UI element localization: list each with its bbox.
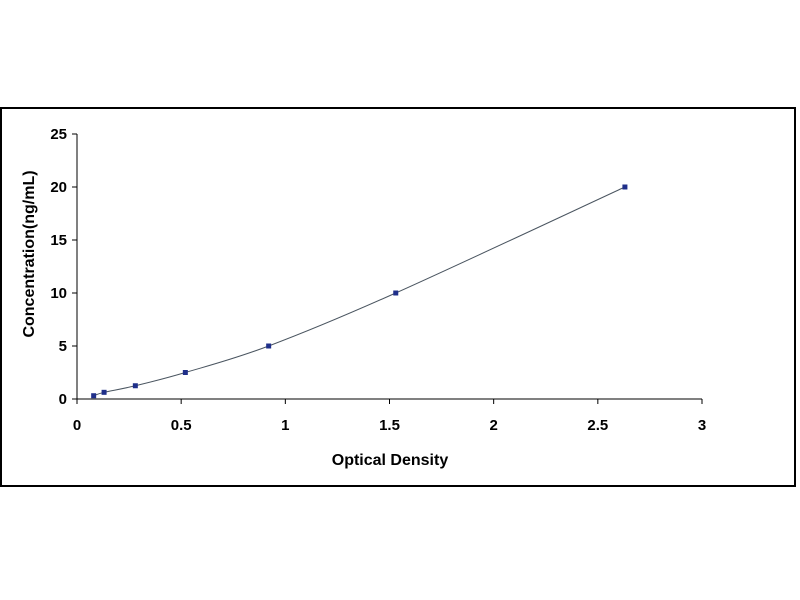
y-tick-label: 0 [59, 391, 67, 408]
data-point [393, 290, 399, 296]
x-tick-label: 3 [698, 417, 706, 434]
y-axis-title: Concentration(ng/mL) [21, 170, 38, 337]
fitted-curve [93, 186, 626, 397]
y-tick-label: 15 [50, 232, 67, 249]
y-tick-label: 5 [59, 338, 67, 355]
x-tick-label: 2.5 [587, 417, 608, 434]
chart-frame: Concentration(ng/mL) Optical Density 0 0.… [0, 107, 796, 487]
x-tick-label: 0 [73, 417, 81, 434]
y-tick-label: 10 [50, 285, 67, 302]
y-tick-label: 25 [50, 126, 67, 143]
x-axis-title: Optical Density [332, 452, 449, 469]
data-point [132, 383, 138, 389]
y-tick-label: 20 [50, 179, 67, 196]
x-tick-label: 0.5 [171, 417, 192, 434]
data-point [91, 393, 97, 399]
data-point [101, 389, 107, 395]
x-tick-label: 1.5 [379, 417, 400, 434]
data-point [622, 184, 628, 190]
standard-curve-chart: Concentration(ng/mL) Optical Density 0 0.… [21, 126, 706, 469]
data-point [182, 370, 188, 375]
x-tick-label: 2 [489, 417, 497, 434]
data-point [266, 343, 272, 349]
x-tick-label: 1 [281, 417, 289, 434]
